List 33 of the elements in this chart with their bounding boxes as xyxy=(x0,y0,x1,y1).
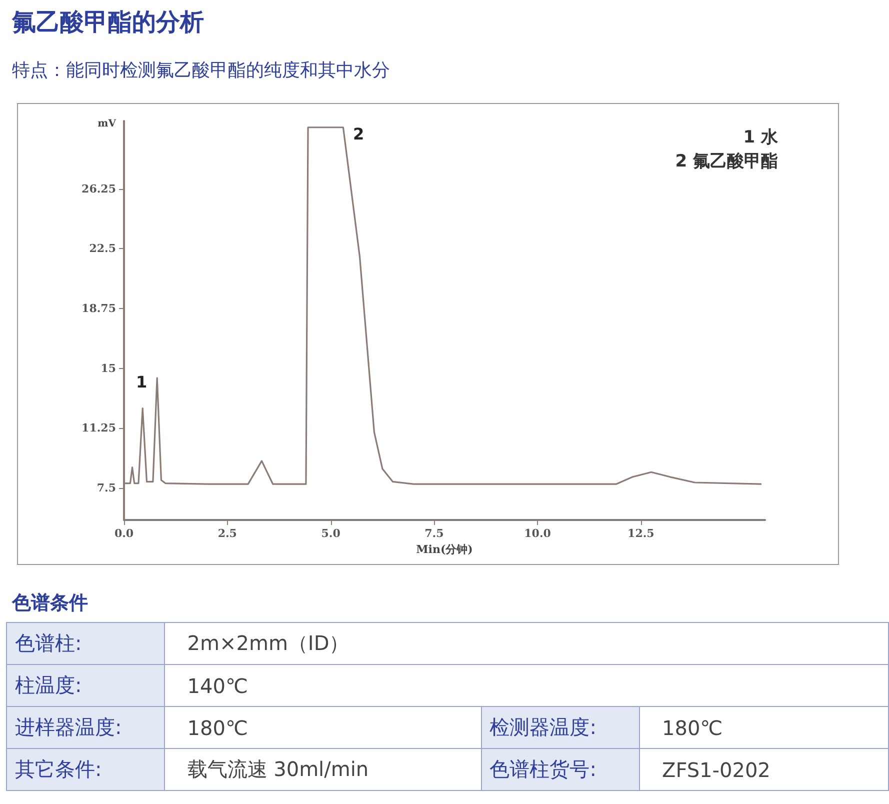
x-tick-label: 5.0 xyxy=(321,527,341,540)
text: ZFS1-0202 xyxy=(640,748,888,790)
chart-title: 氟乙酸甲酯的分析 xyxy=(12,7,204,38)
text: 其它条件: xyxy=(6,748,165,790)
text: 140℃ xyxy=(164,664,888,706)
annotation: 1 xyxy=(136,372,148,392)
annotation: 2 氟乙酸甲酯 xyxy=(675,152,778,172)
text: 载气流速 30ml/min xyxy=(164,748,482,790)
y-axis-title: mV xyxy=(98,118,116,130)
text: 180℃ xyxy=(164,706,482,748)
y-tick-label: 7.5 xyxy=(96,482,116,495)
annotation: 1 水 xyxy=(743,128,779,148)
text: 2m×2mm（ID） xyxy=(164,622,888,664)
text: 柱温度: xyxy=(6,664,165,706)
text: 180℃ xyxy=(640,706,888,748)
x-tick-label: 7.5 xyxy=(424,527,444,540)
x-tick-label: 10.0 xyxy=(524,527,552,540)
text: 进样器温度: xyxy=(6,706,165,748)
chart-subtitle: 特点：能同时检测氟乙酸甲酯的纯度和其中水分 xyxy=(12,59,390,82)
y-tick-label: 18.75 xyxy=(82,302,116,316)
text: 色谱柱: xyxy=(6,622,165,664)
y-tick-label: 22.5 xyxy=(89,242,116,256)
text: 检测器温度: xyxy=(481,706,640,748)
text: 色谱条件 xyxy=(12,591,88,616)
text: 色谱柱货号: xyxy=(481,748,640,790)
y-tick-label: 26.25 xyxy=(82,182,116,196)
x-tick-label: 2.5 xyxy=(218,527,237,540)
x-axis-title: Min(分钟) xyxy=(416,542,473,556)
y-tick-label: 15 xyxy=(100,362,116,375)
x-tick-label: 12.5 xyxy=(628,527,654,540)
y-tick-label: 11.25 xyxy=(82,422,116,435)
annotation: 2 xyxy=(353,124,364,144)
x-tick-label: 0.0 xyxy=(114,527,134,540)
